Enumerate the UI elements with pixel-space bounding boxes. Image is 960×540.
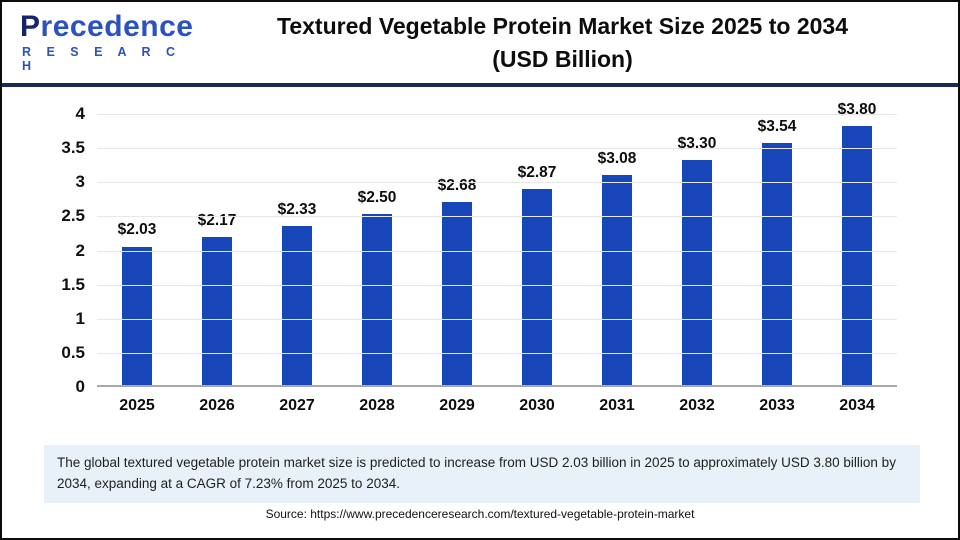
bar-slot-2027: $2.33 <box>257 114 337 385</box>
x-tick-label-2026: 2026 <box>199 397 235 414</box>
logo-brand-name: Precedence <box>20 12 197 42</box>
bar-2034 <box>842 125 872 385</box>
chart-title-line2: (USD Billion) <box>492 45 633 72</box>
bar-value-label-2033: $3.54 <box>757 118 797 136</box>
bar-slot-2028: $2.50 <box>337 114 417 385</box>
summary-box: The global textured vegetable protein ma… <box>44 445 920 503</box>
header: Precedence R E S E A R C H Textured Vege… <box>2 2 958 83</box>
bar-value-label-2027: $2.33 <box>277 200 317 218</box>
y-tick-label: 2 <box>75 240 85 260</box>
y-tick-label: 0 <box>75 377 85 396</box>
y-tick-label: 3 <box>75 172 85 192</box>
bar-2029 <box>442 202 472 385</box>
header-divider <box>2 83 958 87</box>
bar-2027 <box>282 226 312 385</box>
x-axis-baseline <box>97 385 897 387</box>
bar-slot-2032: $3.30 <box>657 114 737 385</box>
chart-title-line1: Textured Vegetable Protein Market Size 2… <box>277 12 848 39</box>
y-tick-label: 1 <box>75 308 85 328</box>
bars-row: $2.03 $2.17 $2.33 $2.50 $2.68 $2.87 $3.08 $3.30… <box>97 101 897 385</box>
x-axis: 2025 2026 2027 2028 2029 2030 2031 2032 2033 2034 <box>97 397 897 415</box>
y-tick-label: 4 <box>75 104 85 123</box>
x-tick-label-2029: 2029 <box>439 397 475 414</box>
x-tick-label-2028: 2028 <box>359 397 395 414</box>
gridline <box>97 148 897 150</box>
x-tick-label-2034: 2034 <box>839 397 875 414</box>
gridline <box>97 216 897 218</box>
bar-2026 <box>202 236 232 385</box>
bar-value-label-2028: $2.50 <box>357 189 397 207</box>
bar-value-label-2026: $2.17 <box>197 211 237 229</box>
gridline <box>97 250 897 252</box>
logo-subtitle: R E S E A R C H <box>22 45 182 73</box>
precedence-research-logo: Precedence R E S E A R C H <box>2 12 197 74</box>
bar-slot-2034: $3.80 <box>817 101 897 385</box>
bar-slot-2026: $2.17 <box>177 114 257 385</box>
bar-2031 <box>602 174 632 385</box>
bar-slot-2029: $2.68 <box>417 114 497 385</box>
summary-text: The global textured vegetable protein ma… <box>57 455 896 491</box>
bar-value-label-2030: $2.87 <box>517 164 557 182</box>
plot-area: $2.03 $2.17 $2.33 $2.50 $2.68 $2.87 $3.08 $3.30… <box>97 101 897 387</box>
y-tick-label: 3.5 <box>61 138 85 158</box>
x-tick-label-2032: 2032 <box>679 397 715 414</box>
gridline <box>97 284 897 286</box>
bar-value-label-2034: $3.80 <box>837 100 877 118</box>
y-tick-label: 1.5 <box>61 274 85 294</box>
gridline <box>97 352 897 354</box>
bar-2030 <box>522 189 552 385</box>
bar-2025 <box>122 246 152 385</box>
source-text: Source: https://www.precedenceresearch.c… <box>265 507 695 521</box>
x-tick-label-2025: 2025 <box>119 397 155 414</box>
gridline <box>97 114 897 115</box>
chart-title: Textured Vegetable Protein Market Size 2… <box>197 10 958 76</box>
x-tick-label-2027: 2027 <box>279 397 315 414</box>
bar-2032 <box>682 159 712 385</box>
bar-slot-2025: $2.03 <box>97 114 177 385</box>
y-tick-label: 0.5 <box>61 342 85 362</box>
gridline <box>97 182 897 184</box>
bar-value-label-2025: $2.03 <box>117 221 157 239</box>
gridline <box>97 318 897 320</box>
bar-chart: 0 0.5 1 1.5 2 2.5 3 3.5 4 $2.03 $2.17 $2.33 $2.50 $2… <box>2 89 958 439</box>
bar-value-label-2031: $3.08 <box>597 149 637 167</box>
bar-slot-2033: $3.54 <box>737 114 817 385</box>
y-axis: 0 0.5 1 1.5 2 2.5 3 3.5 4 <box>30 104 85 396</box>
bar-value-label-2032: $3.30 <box>677 134 717 152</box>
bar-2028 <box>362 214 392 385</box>
bar-slot-2031: $3.08 <box>577 114 657 385</box>
y-tick-label: 2.5 <box>61 206 85 226</box>
logo-brand-rest: recedence <box>40 10 194 43</box>
source-line: Source: https://www.precedenceresearch.c… <box>2 507 958 521</box>
x-tick-label-2033: 2033 <box>759 397 795 414</box>
x-tick-label-2030: 2030 <box>519 397 555 414</box>
bar-slot-2030: $2.87 <box>497 114 577 385</box>
x-tick-label-2031: 2031 <box>599 397 635 414</box>
bar-2033 <box>762 143 792 385</box>
logo-initial: P <box>20 10 41 43</box>
bar-value-label-2029: $2.68 <box>437 177 477 195</box>
